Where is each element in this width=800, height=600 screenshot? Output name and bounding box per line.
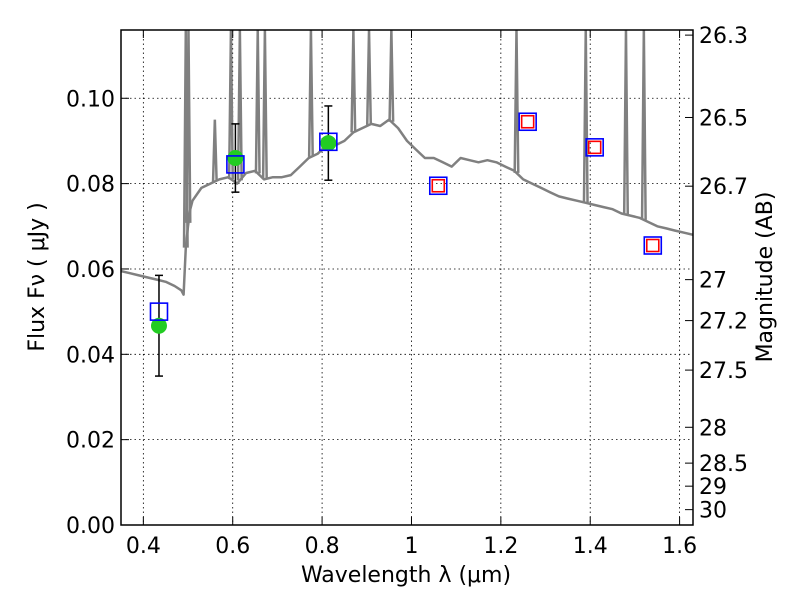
y-tick-label: 0.00 [66, 514, 115, 539]
model-square [226, 155, 245, 174]
magnitude-tick-label: 26.5 [699, 106, 748, 131]
x-tick-label: 0.4 [126, 534, 161, 559]
x-tick-label: 1.2 [483, 534, 518, 559]
y-tick-label: 0.10 [66, 87, 115, 112]
magnitude-tick-label: 28.5 [699, 452, 748, 477]
emission-line [211, 119, 218, 182]
upper-limit-square [645, 238, 660, 253]
magnitude-tick-label: 28 [699, 416, 727, 441]
y-tick-label: 0.08 [66, 173, 115, 198]
spectrum-series [121, 30, 693, 296]
x-tick-label: 1.4 [573, 534, 608, 559]
emission-line [350, 30, 357, 133]
photometry-points [149, 105, 663, 377]
model-square [149, 302, 169, 321]
grid [121, 30, 693, 526]
magnitude-tick-label: 30 [699, 499, 727, 524]
emission-line [227, 30, 234, 180]
model-square [585, 138, 604, 157]
model-square [428, 176, 448, 196]
upper-limit-square [520, 114, 535, 129]
axis-ticks: 0.4 0.6 0.8 1 1.2 1.4 1.6 0.00 0.02 0.04 0.06 0.08 0… [66, 24, 748, 559]
upper-limit-square [587, 140, 602, 155]
emission-line [513, 30, 520, 173]
spectrum-line [121, 118, 693, 296]
x-axis-label: Wavelength λ (μm) [301, 563, 511, 588]
upper-limit-square [431, 178, 446, 193]
emission-line [185, 30, 192, 223]
observed-point [150, 317, 167, 334]
x-tick-label: 1.6 [662, 534, 697, 559]
model-square [319, 132, 338, 152]
x-tick-label: 0.6 [215, 534, 250, 559]
magnitude-tick-label: 26.7 [699, 175, 748, 200]
emission-line [365, 30, 373, 125]
emission-line [388, 30, 395, 122]
emission-line [236, 30, 243, 181]
magnitude-tick-label: 27.2 [699, 310, 748, 335]
emission-line [261, 30, 268, 180]
observed-point [227, 150, 244, 167]
emission-line [307, 30, 314, 157]
emission-line [640, 30, 647, 220]
model-square [518, 112, 537, 132]
y-tick-label: 0.04 [66, 343, 115, 368]
model-square [643, 236, 663, 255]
emission-line [254, 30, 261, 174]
magnitude-tick-label: 27 [699, 269, 727, 294]
observed-point [320, 135, 337, 152]
magnitude-tick-label: 29 [699, 475, 727, 500]
magnitude-tick-label: 27.5 [699, 359, 748, 384]
y-tick-label: 0.06 [66, 258, 115, 283]
emission-line [622, 30, 630, 215]
x-tick-label: 1 [404, 534, 418, 559]
magnitude-tick-label: 26.3 [699, 24, 748, 49]
magnitude-axis-label: Magnitude (AB) [753, 192, 778, 363]
y-tick-label: 0.02 [66, 429, 115, 454]
plot-frame [120, 29, 694, 526]
y-axis-label: Flux Fν ( μJy ) [25, 202, 50, 351]
emission-line [582, 30, 589, 203]
x-tick-label: 0.8 [305, 534, 340, 559]
